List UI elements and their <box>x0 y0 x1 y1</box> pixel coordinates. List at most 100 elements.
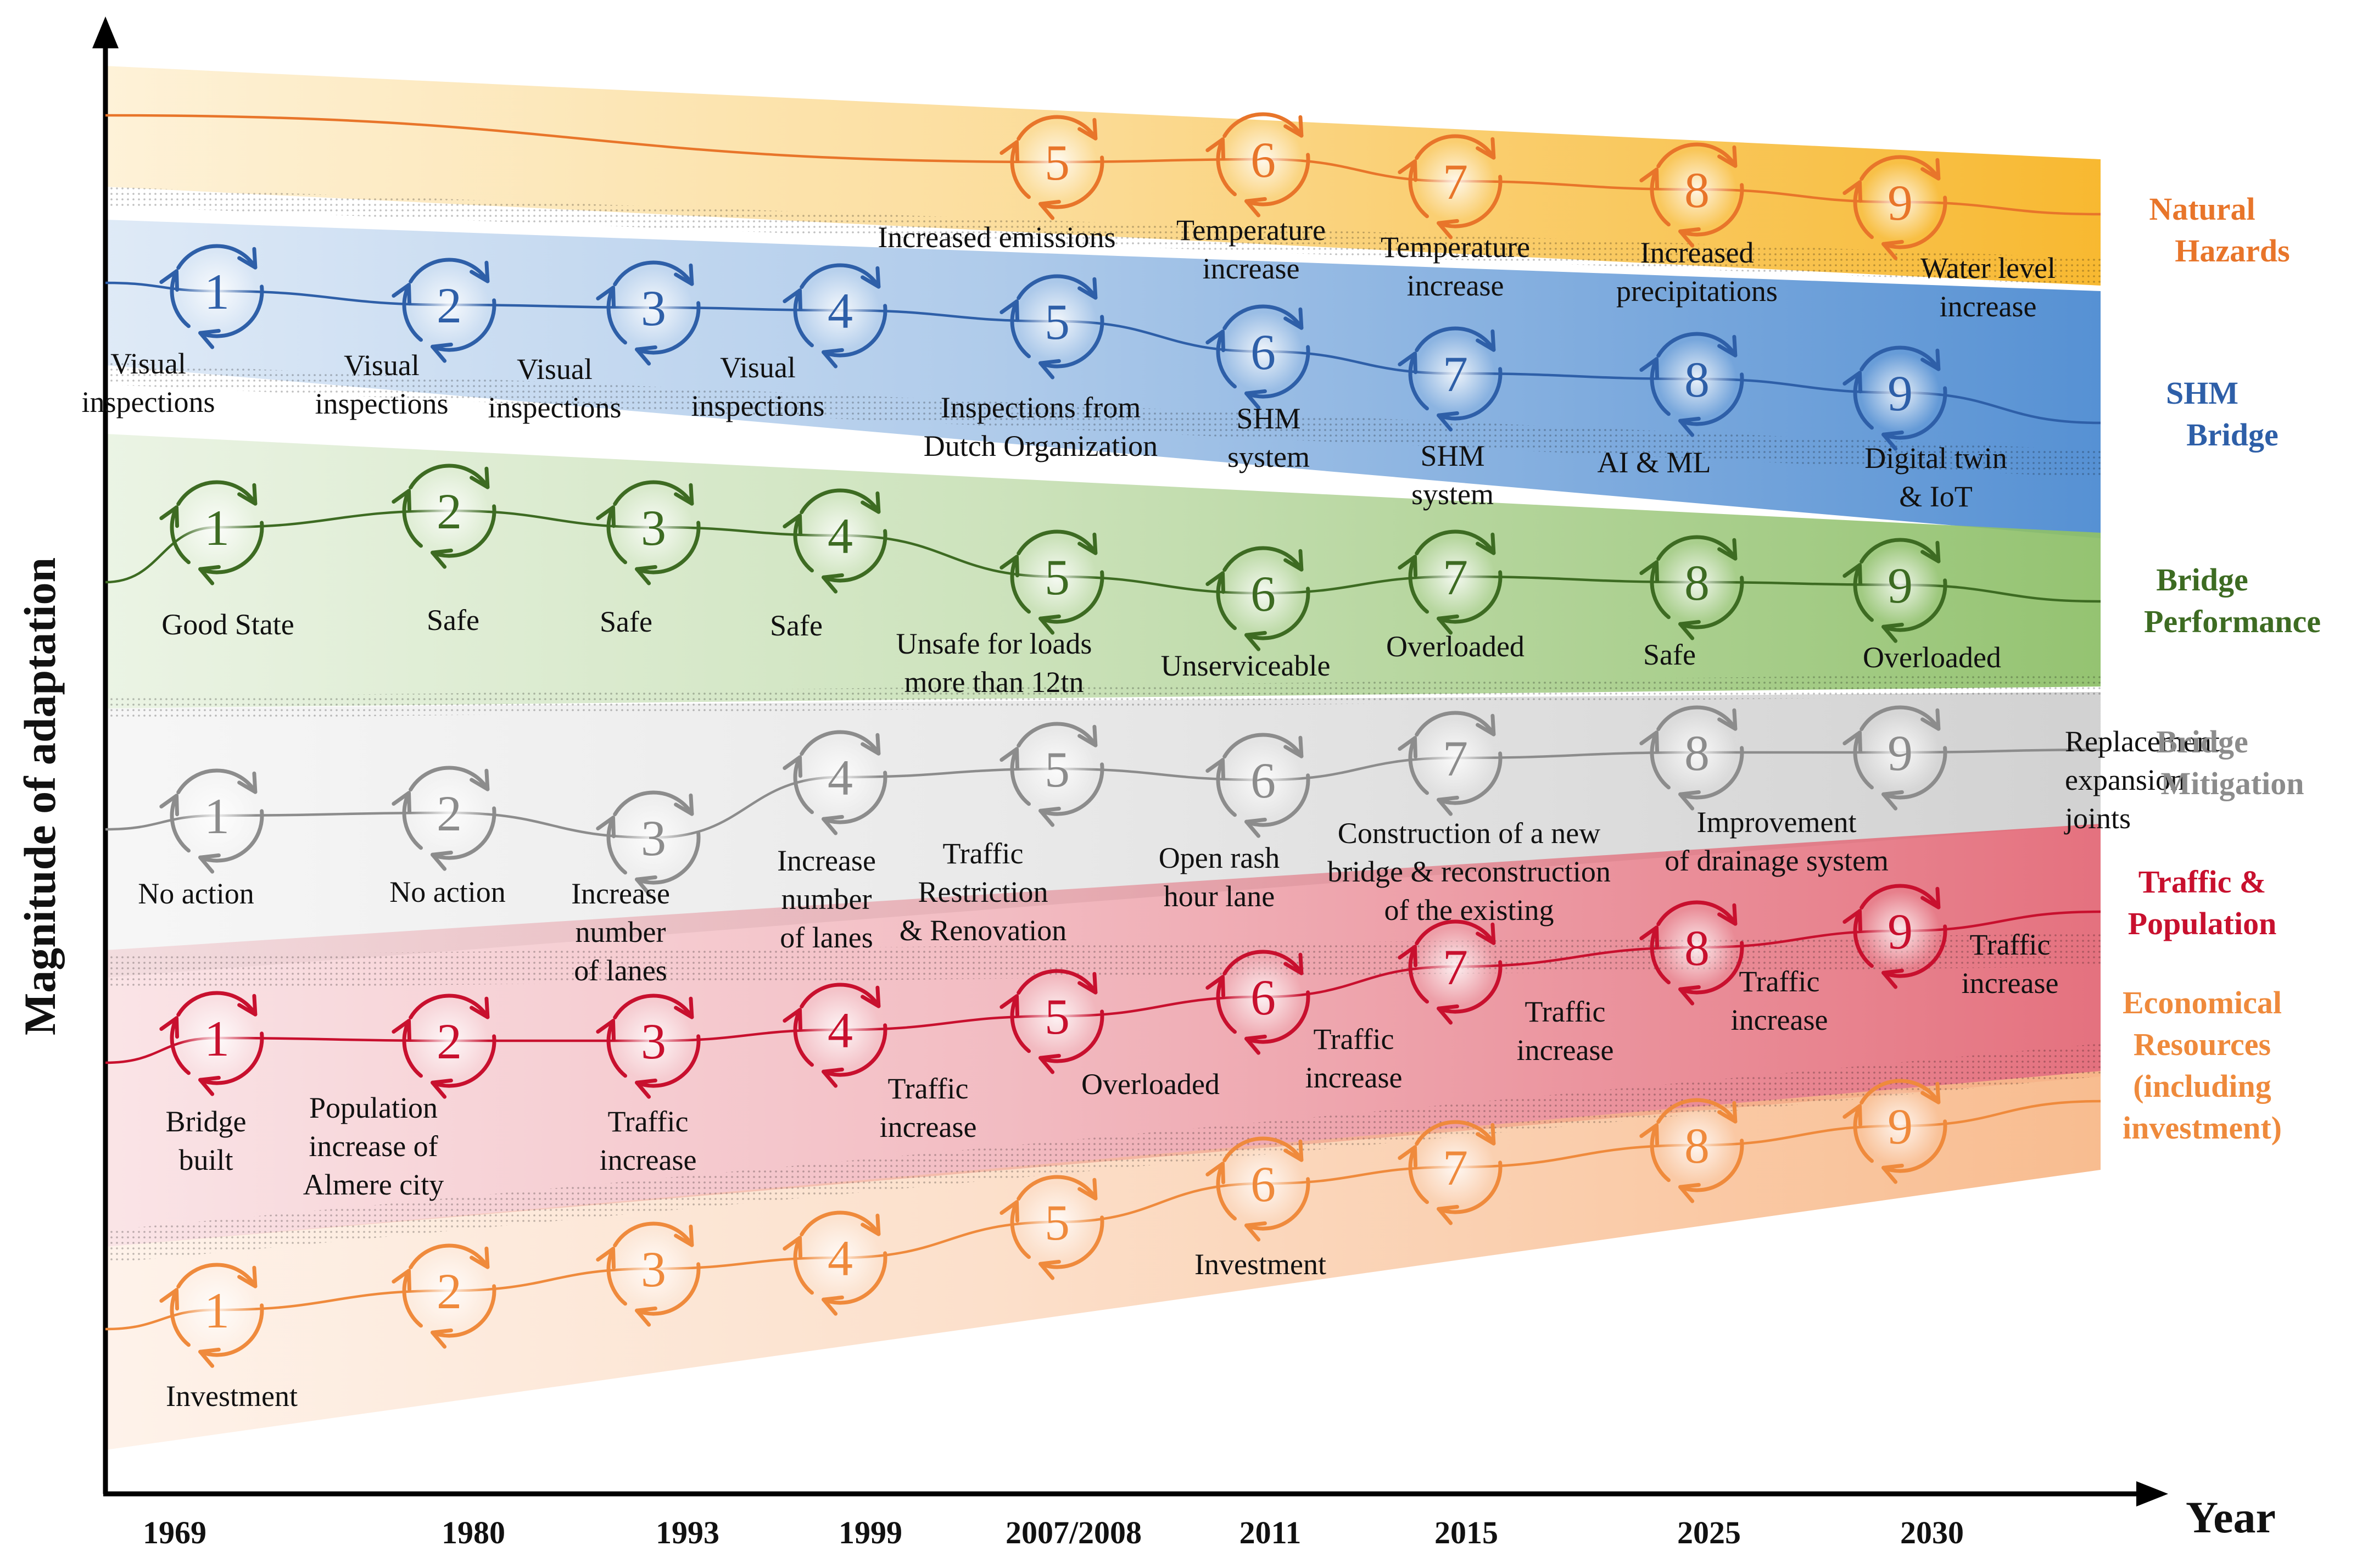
cycle-arrow-arc <box>1017 115 1098 141</box>
cycle-arrowhead-icon <box>1842 180 1862 203</box>
cycle-arrowhead-icon <box>1842 563 1862 586</box>
cycle-arrow-arc <box>800 488 881 515</box>
cycle-label-bridge-performance-3: Safe <box>600 605 652 638</box>
cycle-arrowhead-icon <box>1398 945 1417 968</box>
cycle-traffic-population-7: 7 <box>1398 919 1503 1025</box>
cycle-arrowhead-icon <box>1678 1182 1701 1203</box>
cycle-halo <box>1416 1128 1495 1207</box>
cycle-arrowhead-icon <box>470 466 490 489</box>
cycle-arrowhead-icon <box>1077 118 1098 141</box>
cycle-arrow-arc <box>1038 1009 1104 1063</box>
cycle-arrowhead-icon <box>1881 239 1904 260</box>
cycle-arrow-arc <box>1860 1079 1941 1105</box>
cycle-number: 3 <box>641 1013 666 1069</box>
cycle-shm-bridge-9: 9 <box>1842 345 1947 451</box>
cycle-number: 1 <box>204 1282 230 1338</box>
cycle-label-line: bridge & reconstruction <box>1327 855 1611 888</box>
cycle-arrowhead-icon <box>822 348 844 369</box>
cycle-arrowhead-icon <box>237 994 258 1017</box>
cycle-bridge-performance-9: 9 <box>1842 538 1947 643</box>
cycle-traffic-population-2: 2 <box>392 994 496 1099</box>
cycle-arrowhead-icon <box>159 505 179 528</box>
cycle-arrow-arc <box>1222 950 1304 976</box>
cycle-number: 1 <box>204 788 230 844</box>
cycle-traffic-population-6: 6 <box>1205 950 1310 1055</box>
cycle-halo <box>1018 282 1097 361</box>
cycle-halo <box>177 1270 256 1349</box>
cycle-arrow-arc <box>793 755 814 814</box>
cycle-arrow-arc <box>1860 155 1941 181</box>
cycle-halo <box>1861 713 1940 792</box>
band-economical-resources <box>105 1071 2101 1450</box>
cycle-number: 2 <box>437 1263 462 1319</box>
cycle-label-bridge-mitigation-8: Improvement of drainage system <box>1665 806 1889 877</box>
cycle-arrow-arc <box>1038 762 1104 816</box>
cycle-label-line: AI & ML <box>1598 446 1711 479</box>
cycle-arrow-arc <box>1216 330 1237 389</box>
cycle-label-bridge-mitigation-1: No action <box>138 877 254 910</box>
cycle-label-line: Good State <box>161 608 294 641</box>
cycle-arrowhead-icon <box>1639 168 1659 191</box>
cycle-arrowhead-icon <box>1205 137 1225 160</box>
cycle-arrow-arc <box>635 301 701 355</box>
cycle-arrow-arc <box>1038 570 1104 624</box>
cycle-arrow-arc <box>1010 1200 1031 1259</box>
cycle-arrow-arc <box>1650 1123 1671 1182</box>
cycle-arrowhead-icon <box>1283 952 1304 975</box>
cycle-label-line: built <box>178 1143 233 1176</box>
cycle-number: 8 <box>1684 162 1710 218</box>
cycle-traffic-population-5: 5 <box>999 969 1104 1074</box>
cycle-arrow-arc <box>402 791 423 850</box>
cycle-label-line: No action <box>389 875 505 908</box>
cycle-arrowhead-icon <box>1437 1204 1459 1225</box>
cycle-label-bridge-mitigation-9: Replacement expansion joints <box>2064 725 2220 835</box>
cycle-label-bridge-mitigation-2: No action <box>389 875 505 908</box>
cycle-number: 2 <box>437 1013 462 1069</box>
cycle-arrowhead-icon <box>999 299 1019 322</box>
cycle-label-line: increase <box>880 1111 977 1143</box>
cycle-label-natural-hazards-8: Increased precipitations <box>1616 236 1778 308</box>
cycle-number: 4 <box>828 750 853 806</box>
cycle-arrow-arc <box>606 1019 627 1078</box>
cycle-halo <box>177 252 256 331</box>
legend-economical-resources: Economical Resources (including investment) <box>2123 985 2282 1146</box>
cycle-arrowhead-icon <box>1283 549 1304 572</box>
cycle-arrow-arc <box>1881 386 1947 440</box>
cycle-arrow-arc <box>1853 180 1874 239</box>
cycle-label-line: Temperature <box>1176 214 1326 247</box>
cycle-number: 8 <box>1684 351 1710 408</box>
cycle-label-line: Safe <box>770 609 823 642</box>
cycle-arrowhead-icon <box>1398 351 1417 375</box>
cycle-bridge-performance-2: 2 <box>392 464 496 569</box>
cycle-label-natural-hazards-7: Temperature increase <box>1381 231 1530 302</box>
cycle-arrow-arc <box>1853 909 1874 968</box>
cycle-arrowhead-icon <box>1476 922 1496 945</box>
legend-natural-hazards: Natural Hazards <box>2149 191 2290 269</box>
cycle-number: 2 <box>437 277 462 333</box>
cycle-number: 3 <box>641 500 666 556</box>
cycle-arrowhead-icon <box>1881 622 1904 643</box>
cycle-arrowhead-icon <box>159 1288 179 1311</box>
cycle-arrowhead-icon <box>861 733 881 756</box>
cycle-arrowhead-icon <box>635 1306 657 1327</box>
cycle-label-line: increase <box>1203 252 1300 285</box>
cycle-arrow-arc <box>409 994 490 1020</box>
cycle-halo <box>1861 545 1940 624</box>
cycle-arrowhead-icon <box>1244 389 1267 410</box>
cycle-arrow-arc <box>402 1269 423 1328</box>
cycle-label-line: increase of <box>309 1130 438 1163</box>
cycle-arrowhead-icon <box>635 875 657 896</box>
cycle-arrow-arc <box>1678 576 1744 629</box>
cycle-label-line: Restriction <box>918 875 1048 908</box>
cycle-arrowhead-icon <box>1283 115 1304 138</box>
cycle-bridge-performance-1: 1 <box>159 480 264 585</box>
cycle-number: 9 <box>1888 175 1913 231</box>
cycle-arrow-arc <box>1216 1162 1237 1221</box>
cycle-arrowhead-icon <box>861 491 881 514</box>
cycle-arrow-arc <box>1244 587 1310 640</box>
cycle-arrowhead-icon <box>861 266 881 289</box>
legend-line: Mitigation <box>2161 766 2304 801</box>
cycle-halo <box>801 496 880 575</box>
cycle-arrowhead-icon <box>822 1067 844 1088</box>
cycle-arrowhead-icon <box>1077 724 1098 747</box>
